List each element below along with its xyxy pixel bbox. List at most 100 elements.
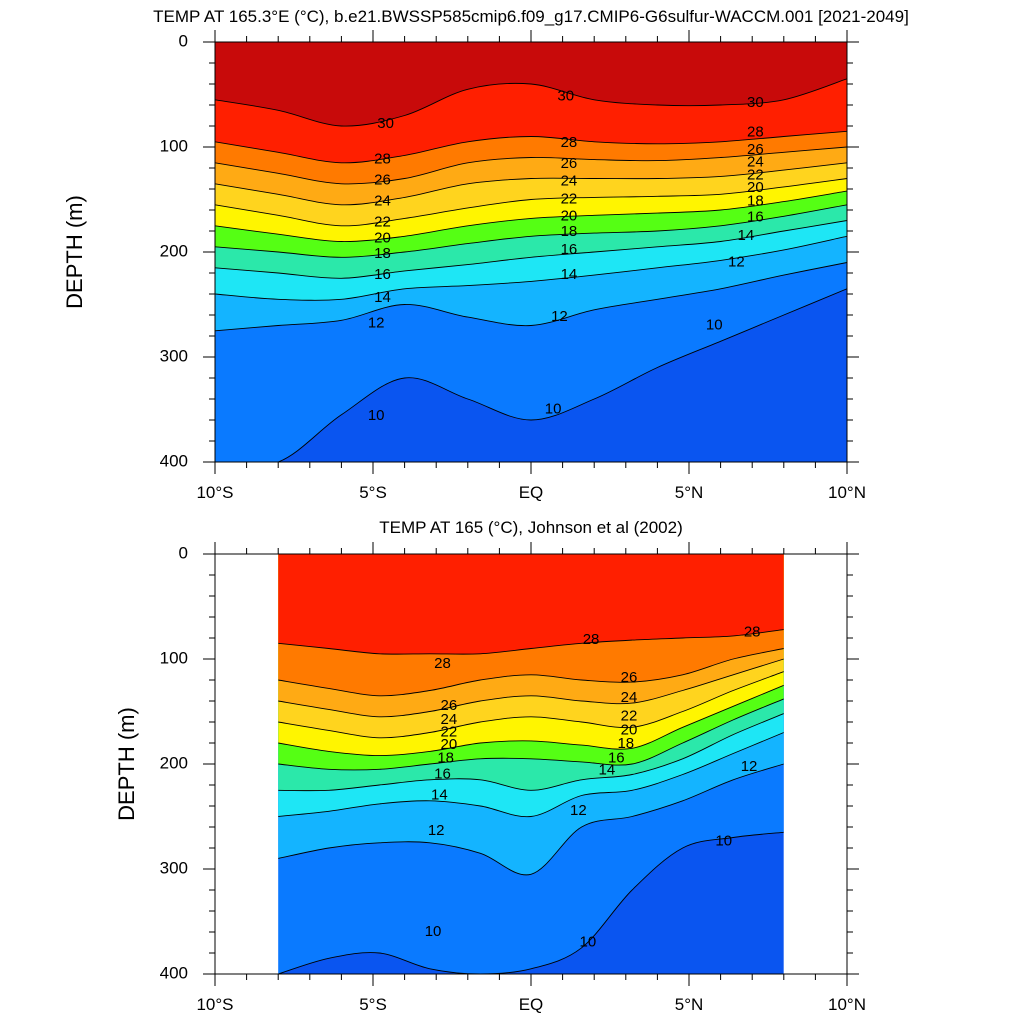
contour-label-26: 26 (561, 155, 578, 172)
contour-label-10: 10 (580, 933, 597, 950)
contour-label-24: 24 (440, 711, 457, 728)
contour-label-16: 16 (561, 241, 578, 258)
contour-label-12: 12 (570, 802, 587, 819)
contour-label-12: 12 (741, 758, 758, 775)
isotherm-18 (215, 204, 847, 258)
contour-label-12: 12 (728, 253, 745, 270)
isotherm-30 (215, 78, 847, 127)
isotherm-10 (215, 288, 847, 462)
contour-label-12: 12 (551, 308, 568, 325)
bottom-panel-plot-area: 2826242220181614121028262422201816141210… (160, 542, 866, 1014)
isotherm-26 (215, 146, 847, 185)
contour-label-14: 14 (561, 266, 578, 283)
isotherm-lines (215, 78, 847, 462)
y-tick-label: 200 (160, 241, 188, 260)
y-tick-label: 300 (160, 346, 188, 365)
bottom-panel-y-axis-label: DEPTH (m) (114, 707, 139, 821)
contour-label-28: 28 (561, 134, 578, 151)
contour-label-20: 20 (374, 229, 391, 246)
isotherm-lines (278, 629, 784, 974)
contour-label-24: 24 (747, 154, 764, 171)
isotherm-20 (215, 190, 847, 242)
isotherm-14 (278, 732, 784, 818)
contour-label-24: 24 (374, 193, 391, 210)
contour-label-12: 12 (368, 314, 385, 331)
contour-label-18: 18 (561, 223, 578, 240)
x-tick-label: 10°S (196, 995, 233, 1014)
isotherm-14 (215, 235, 847, 301)
contour-label-10: 10 (715, 833, 732, 850)
x-tick-label: 5°N (675, 483, 704, 502)
contour-label-30: 30 (557, 88, 574, 105)
contour-label-20: 20 (621, 721, 638, 738)
x-tick-label: EQ (519, 995, 544, 1014)
top-panel-plot-area: 3028262422201816141210302826242220181614… (160, 30, 866, 502)
x-tick-label: 10°N (828, 483, 866, 502)
contour-label-10: 10 (545, 400, 562, 417)
contour-label-18: 18 (374, 245, 391, 262)
temperature-fill-layer (278, 554, 784, 974)
x-tick-label: 10°N (828, 995, 866, 1014)
contour-label-22: 22 (621, 708, 638, 725)
top-panel-title: TEMP AT 165.3°E (°C), b.e21.BWSSP585cmip… (153, 7, 909, 26)
isotherm-24 (215, 162, 847, 206)
y-tick-label: 0 (179, 543, 188, 562)
contour-label-26: 26 (374, 172, 391, 189)
contour-label-28: 28 (747, 123, 764, 140)
contour-label-28: 28 (583, 631, 600, 648)
isotherm-24 (278, 658, 784, 718)
contour-label-30: 30 (747, 94, 764, 111)
temperature-band-30-31 (215, 42, 847, 127)
isotherm-20 (278, 684, 784, 757)
contour-label-10: 10 (706, 316, 723, 333)
axes: 10°S 5°S EQ 5°N 10°N 0 100 200 300 400 (160, 542, 866, 1014)
contour-label-14: 14 (431, 786, 448, 803)
x-tick-label: 5°S (359, 483, 387, 502)
contour-label-18: 18 (617, 735, 634, 752)
contour-labels: 3028262422201816141210302826242220181614… (368, 88, 764, 424)
bottom-panel-title: TEMP AT 165 (°C), Johnson et al (2002) (379, 518, 683, 537)
isotherm-22 (278, 671, 784, 739)
x-tick-label: 10°S (196, 483, 233, 502)
isotherm-22 (215, 178, 847, 227)
contour-label-14: 14 (598, 761, 615, 778)
y-tick-label: 400 (160, 451, 188, 470)
contour-label-26: 26 (747, 141, 764, 158)
contour-label-22: 22 (374, 214, 391, 231)
contour-label-18: 18 (437, 750, 454, 767)
contour-label-28: 28 (744, 624, 761, 641)
isotherm-26 (278, 648, 784, 697)
contour-label-22: 22 (747, 166, 764, 183)
y-tick-label: 200 (160, 753, 188, 772)
contour-label-24: 24 (621, 689, 638, 706)
isotherm-28 (215, 130, 847, 164)
temperature-fill-layer (215, 42, 847, 462)
x-tick-label: EQ (519, 483, 544, 502)
contour-label-20: 20 (561, 207, 578, 224)
isotherm-10 (278, 831, 784, 974)
contour-label-22: 22 (440, 723, 457, 740)
contour-label-10: 10 (425, 923, 442, 940)
bottom-panel: TEMP AT 165 (°C), Johnson et al (2002) D… (114, 518, 866, 1014)
y-tick-label: 100 (160, 648, 188, 667)
contour-label-28: 28 (374, 151, 391, 168)
y-tick-label: 300 (160, 858, 188, 877)
contour-label-16: 16 (374, 266, 391, 283)
contour-labels: 2826242220181614121028262422201816141210… (425, 624, 761, 951)
contour-label-16: 16 (747, 208, 764, 225)
contour-label-24: 24 (561, 173, 578, 190)
contour-label-30: 30 (377, 115, 394, 132)
isotherm-12 (278, 763, 784, 876)
contour-label-20: 20 (747, 179, 764, 196)
contour-label-28: 28 (434, 655, 451, 672)
top-panel: TEMP AT 165.3°E (°C), b.e21.BWSSP585cmip… (62, 7, 909, 502)
y-tick-label: 0 (179, 31, 188, 50)
contour-label-20: 20 (440, 736, 457, 753)
contour-label-10: 10 (368, 407, 385, 424)
y-tick-label: 100 (160, 136, 188, 155)
contour-label-16: 16 (434, 765, 451, 782)
contour-label-16: 16 (608, 750, 625, 767)
x-tick-label: 5°N (675, 995, 704, 1014)
contour-label-12: 12 (428, 822, 445, 839)
